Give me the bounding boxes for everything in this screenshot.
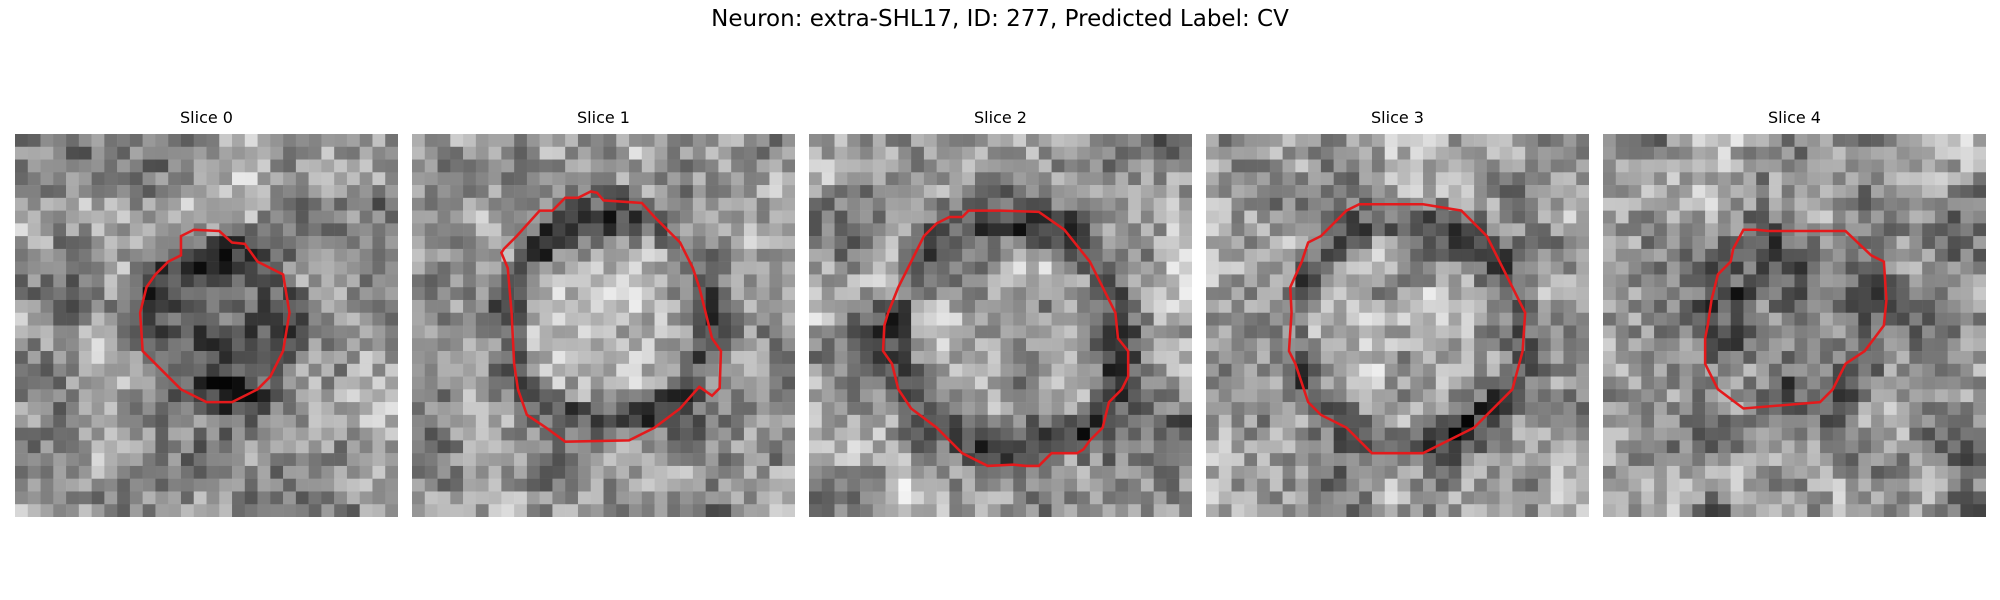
roi-contour-0 xyxy=(138,228,291,404)
roi-contour-4 xyxy=(1703,228,1888,410)
pixel-grid-3 xyxy=(1206,134,1589,517)
slice-title-4: Slice 4 xyxy=(1768,108,1821,127)
slice-panel-3: Slice 3 xyxy=(1206,108,1589,518)
slice-image-4 xyxy=(1603,134,1986,517)
slice-title-1: Slice 1 xyxy=(577,108,630,127)
slice-image-2 xyxy=(809,134,1192,517)
slice-image-0 xyxy=(15,134,398,517)
pixel-grid-1 xyxy=(412,134,795,517)
roi-contour-1 xyxy=(499,190,723,443)
pixel-grid-2 xyxy=(809,134,1192,517)
roi-contour-2 xyxy=(881,209,1130,468)
slice-panel-2: Slice 2 xyxy=(809,108,1192,518)
slice-title-3: Slice 3 xyxy=(1371,108,1424,127)
slice-panel-4: Slice 4 xyxy=(1603,108,1986,518)
slice-title-0: Slice 0 xyxy=(180,108,233,127)
slice-panel-0: Slice 0 xyxy=(15,108,398,518)
slice-title-2: Slice 2 xyxy=(974,108,1027,127)
figure-title: Neuron: extra-SHL17, ID: 277, Predicted … xyxy=(711,6,1289,32)
slice-image-3 xyxy=(1206,134,1589,517)
slice-image-1 xyxy=(412,134,795,517)
slice-panel-1: Slice 1 xyxy=(412,108,795,518)
pixel-grid-4 xyxy=(1603,134,1986,517)
roi-contour-3 xyxy=(1287,202,1527,455)
pixel-grid-0 xyxy=(15,134,398,517)
